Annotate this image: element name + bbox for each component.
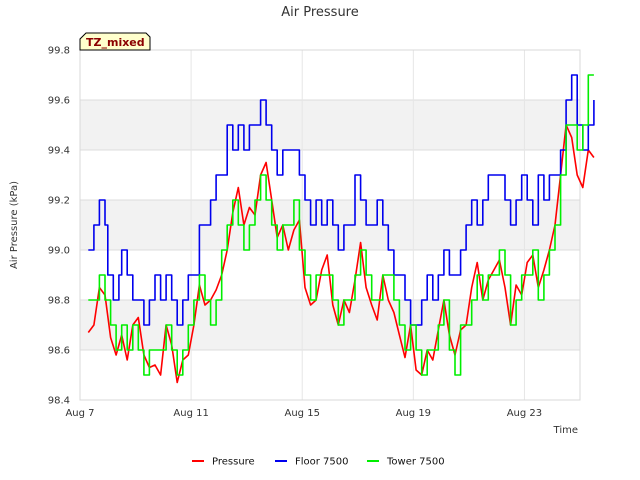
x-tick-label: Aug 15 — [285, 408, 320, 419]
y-tick-label: 99.6 — [48, 96, 70, 107]
x-axis-ticks: Aug 7 Aug 11 Aug 15 Aug 19 Aug 23 — [65, 408, 542, 419]
series-line-floor-7500 — [88, 74, 595, 326]
y-tick-label: 99.2 — [48, 196, 70, 207]
series-line-tower-7500 — [88, 74, 594, 376]
x-tick-label: Aug 19 — [396, 408, 431, 419]
background-band — [80, 100, 580, 150]
y-axis-ticks: 98.4 98.6 98.8 99.0 99.2 99.4 99.6 99.8 — [48, 46, 70, 407]
y-tick-label: 99.4 — [48, 146, 70, 157]
y-tick-label: 99.8 — [48, 46, 70, 57]
y-axis-title: Air Pressure (kPa) — [9, 181, 20, 269]
annotation-text: TZ_mixed — [86, 36, 145, 49]
background-bands — [80, 100, 580, 350]
legend-label-floor-7500: Floor 7500 — [295, 457, 349, 468]
legend-label-tower-7500: Tower 7500 — [386, 457, 445, 468]
plot-frame — [79, 49, 581, 401]
annotation-box — [79, 32, 151, 51]
x-tick-label: Aug 23 — [507, 408, 542, 419]
x-tick-label: Aug 11 — [173, 408, 208, 419]
y-tick-label: 98.6 — [48, 346, 70, 357]
x-tick-label: Aug 7 — [65, 408, 94, 419]
chart-title: Air Pressure — [281, 5, 359, 20]
x-axis-title: Time — [553, 425, 578, 436]
legend-label-pressure: Pressure — [212, 457, 255, 468]
annotation-label: TZ_mixed — [79, 32, 151, 51]
y-tick-label: 98.4 — [48, 396, 70, 407]
series-layer — [87, 74, 595, 384]
y-tick-label: 99.0 — [48, 246, 70, 257]
background-band — [80, 300, 580, 350]
background-band — [80, 200, 580, 250]
series-line-pressure — [87, 124, 595, 384]
y-tick-label: 98.8 — [48, 296, 70, 307]
legend: Pressure Floor 7500 Tower 7500 — [192, 457, 445, 468]
